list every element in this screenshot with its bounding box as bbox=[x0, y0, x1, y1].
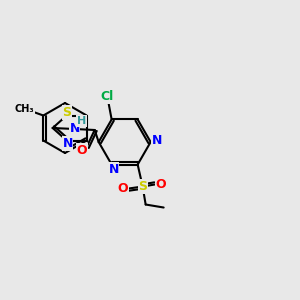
Text: N: N bbox=[109, 163, 119, 176]
Text: CH₃: CH₃ bbox=[14, 104, 34, 115]
Text: N: N bbox=[62, 137, 73, 150]
Text: S: S bbox=[62, 106, 71, 119]
Text: O: O bbox=[117, 182, 128, 195]
Text: Cl: Cl bbox=[100, 90, 113, 103]
Text: H: H bbox=[77, 116, 86, 126]
Text: N: N bbox=[152, 134, 162, 146]
Text: O: O bbox=[76, 143, 87, 157]
Text: O: O bbox=[155, 178, 166, 191]
Text: N: N bbox=[70, 122, 80, 136]
Text: S: S bbox=[138, 180, 147, 193]
